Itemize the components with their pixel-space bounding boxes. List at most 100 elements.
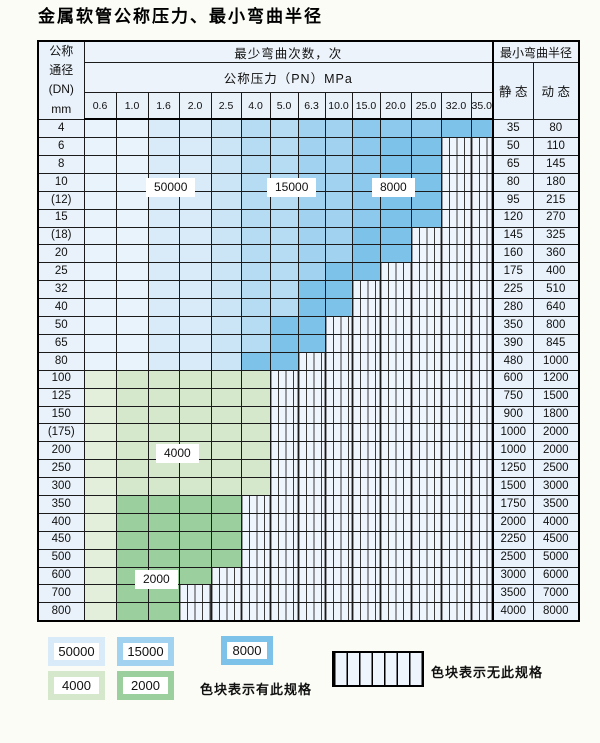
spec-cell-available [351, 118, 381, 139]
dynamic-radius-value: 800 [532, 316, 580, 335]
legend-label-15000: 15000 [127, 644, 164, 659]
pressure-header: 公称压力（PN）MPa [83, 61, 494, 94]
static-radius-value: 3000 [492, 566, 534, 586]
legend-label-4000: 4000 [62, 678, 91, 693]
spec-cell-unavailable [410, 387, 442, 407]
spec-cell-available [324, 280, 353, 300]
static-radius-value: 50 [492, 137, 534, 157]
spec-cell-unavailable [440, 441, 472, 461]
spec-cell-unavailable [297, 512, 326, 532]
dn-value: (175) [37, 423, 85, 443]
spec-cell-unavailable [351, 423, 381, 443]
spec-cell-available [115, 602, 149, 622]
table-row: 50 350 800 [37, 316, 580, 335]
spec-cell-unavailable [440, 333, 472, 353]
spec-cell-available [210, 280, 242, 300]
spec-cell-available [269, 155, 299, 174]
spec-cell-available [115, 441, 149, 461]
spec-cell-unavailable [351, 530, 381, 550]
static-radius-value: 750 [492, 387, 534, 407]
spec-cell-unavailable [269, 459, 299, 479]
spec-cell-unavailable [269, 530, 299, 550]
spec-cell-available [351, 226, 381, 246]
page-title: 金属软管公称压力、最小弯曲半径 [38, 7, 323, 27]
spec-cell-available [83, 118, 117, 139]
spec-cell-available [269, 118, 299, 139]
static-radius-value: 120 [492, 208, 534, 228]
spec-cell-available [178, 262, 212, 282]
spec-cell-available [178, 530, 212, 550]
spec-cell-unavailable [240, 584, 271, 604]
cycles-header: 最少弯曲次数，次 [83, 40, 494, 63]
spec-cell-available [115, 405, 149, 425]
spec-cell-unavailable [410, 298, 442, 318]
spec-cell-available [240, 405, 271, 425]
spec-cell-unavailable [470, 566, 494, 586]
spec-cell-available [324, 172, 353, 192]
spec-cell-unavailable [379, 477, 412, 496]
table-row: 65 390 845 [37, 333, 580, 353]
spec-cell-available [178, 423, 212, 443]
table-row: (18) 145 325 [37, 226, 580, 246]
spec-cell-available [178, 494, 212, 514]
spec-cell-available [115, 351, 149, 371]
spec-cell-unavailable [379, 405, 412, 425]
table-row: 150 900 1800 [37, 405, 580, 425]
spec-cell-unavailable [410, 441, 442, 461]
spec-cell-available [269, 137, 299, 157]
spec-cell-available [178, 208, 212, 228]
spec-cell-available [240, 262, 271, 282]
spec-cell-unavailable [351, 369, 381, 389]
spec-cell-unavailable [324, 512, 353, 532]
spec-cell-unavailable [470, 602, 494, 622]
dn-value: 32 [37, 280, 85, 300]
radius-header: 最小弯曲半径 [492, 40, 580, 63]
table-row: 500 2500 5000 [37, 548, 580, 568]
spec-cell-unavailable [440, 155, 472, 174]
spec-cell-available [115, 226, 149, 246]
spec-cell-available [83, 459, 117, 479]
spec-cell-unavailable [410, 459, 442, 479]
spec-cell-unavailable [440, 459, 472, 479]
dynamic-radius-value: 145 [532, 155, 580, 174]
spec-cell-available [178, 280, 212, 300]
dynamic-radius-value: 325 [532, 226, 580, 246]
spec-cell-available [410, 137, 442, 157]
header-row-1: 公称 通径 (DN) mm 最少弯曲次数，次 最小弯曲半径 [37, 40, 580, 120]
spec-cell-unavailable [379, 548, 412, 568]
spec-cell-unavailable [470, 351, 494, 371]
table-row: 450 2250 4500 [37, 530, 580, 550]
spec-cell-unavailable [379, 280, 412, 300]
legend-label-8000: 8000 [232, 643, 262, 658]
spec-cell-unavailable [269, 405, 299, 425]
table-row: 4 35 80 [37, 118, 580, 139]
spec-cell-unavailable [351, 405, 381, 425]
spec-cell-available [210, 548, 242, 568]
spec-cell-available [178, 512, 212, 532]
spec-cell-available [115, 298, 149, 318]
spec-cell-available [83, 155, 117, 174]
static-radius-value: 145 [492, 226, 534, 246]
spec-cell-available [115, 530, 149, 550]
static-radius-value: 2250 [492, 530, 534, 550]
spec-cell-available [210, 459, 242, 479]
table-row: 350 1750 3500 [37, 494, 580, 514]
spec-cell-unavailable [324, 423, 353, 443]
dynamic-radius-value: 180 [532, 172, 580, 192]
spec-cell-available [147, 262, 180, 282]
spec-cell-available [210, 333, 242, 353]
spec-cell-unavailable [470, 172, 494, 192]
spec-cell-available [115, 512, 149, 532]
spec-cell-unavailable [240, 530, 271, 550]
spec-cell-available [147, 226, 180, 246]
spec-cell-available [324, 208, 353, 228]
spec-cell-unavailable [210, 584, 242, 604]
spec-cell-available [240, 155, 271, 174]
spec-cell-available [210, 530, 242, 550]
spec-cell-unavailable [440, 387, 472, 407]
spec-cell-available [210, 512, 242, 532]
dn-value: 4 [37, 118, 85, 139]
spec-cell-available [178, 566, 212, 586]
pressure-col-header: 35.0 [470, 92, 494, 121]
spec-cell-unavailable [470, 423, 494, 443]
